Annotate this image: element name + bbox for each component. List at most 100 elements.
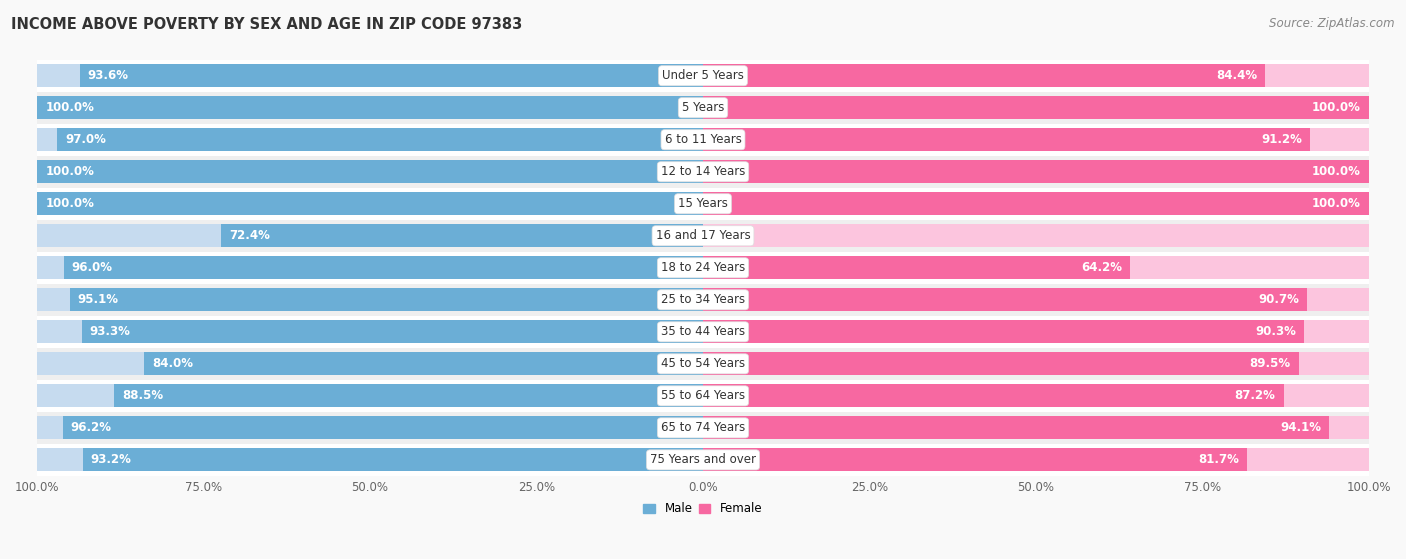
Bar: [37, 92, 1369, 124]
Bar: [703, 160, 1369, 183]
Bar: [37, 416, 703, 439]
Text: Under 5 Years: Under 5 Years: [662, 69, 744, 82]
Text: 6 to 11 Years: 6 to 11 Years: [665, 133, 741, 146]
Bar: [37, 188, 1369, 220]
Bar: [37, 252, 1369, 284]
Bar: [703, 288, 1369, 311]
Text: 96.2%: 96.2%: [70, 421, 111, 434]
Bar: [37, 220, 1369, 252]
Text: 65 to 74 Years: 65 to 74 Years: [661, 421, 745, 434]
Text: 5 Years: 5 Years: [682, 101, 724, 114]
Bar: [703, 448, 1369, 471]
Text: 97.0%: 97.0%: [65, 133, 105, 146]
Legend: Male, Female: Male, Female: [638, 498, 768, 520]
Bar: [37, 124, 1369, 156]
Text: 0.0%: 0.0%: [713, 229, 745, 242]
Bar: [37, 412, 1369, 444]
Bar: [80, 64, 703, 87]
Bar: [58, 128, 703, 151]
Bar: [37, 192, 703, 215]
Text: 81.7%: 81.7%: [1198, 453, 1239, 466]
Bar: [37, 380, 1369, 412]
Bar: [37, 348, 1369, 380]
Bar: [37, 60, 1369, 92]
Bar: [703, 96, 1369, 119]
Bar: [703, 416, 1330, 439]
Bar: [703, 352, 1299, 376]
Bar: [37, 128, 703, 151]
Text: 88.5%: 88.5%: [122, 390, 163, 402]
Text: 100.0%: 100.0%: [45, 101, 94, 114]
Bar: [703, 448, 1247, 471]
Bar: [37, 256, 703, 280]
Bar: [37, 444, 1369, 476]
Text: 84.0%: 84.0%: [152, 357, 193, 371]
Bar: [221, 224, 703, 247]
Text: 35 to 44 Years: 35 to 44 Years: [661, 325, 745, 338]
Text: 94.1%: 94.1%: [1281, 421, 1322, 434]
Bar: [63, 256, 703, 280]
Bar: [114, 385, 703, 408]
Bar: [703, 64, 1369, 87]
Bar: [37, 64, 703, 87]
Text: 93.2%: 93.2%: [90, 453, 131, 466]
Bar: [703, 288, 1306, 311]
Bar: [37, 284, 1369, 316]
Text: 89.5%: 89.5%: [1250, 357, 1291, 371]
Bar: [703, 256, 1369, 280]
Text: 64.2%: 64.2%: [1081, 261, 1122, 274]
Text: 16 and 17 Years: 16 and 17 Years: [655, 229, 751, 242]
Bar: [703, 224, 1369, 247]
Bar: [37, 320, 703, 343]
Text: 93.6%: 93.6%: [87, 69, 129, 82]
Text: 100.0%: 100.0%: [1312, 101, 1361, 114]
Bar: [37, 96, 703, 119]
Bar: [703, 385, 1369, 408]
Bar: [62, 416, 703, 439]
Bar: [37, 224, 703, 247]
Bar: [70, 288, 703, 311]
Text: 18 to 24 Years: 18 to 24 Years: [661, 261, 745, 274]
Text: 87.2%: 87.2%: [1234, 390, 1275, 402]
Bar: [703, 416, 1369, 439]
Bar: [703, 128, 1310, 151]
Text: 55 to 64 Years: 55 to 64 Years: [661, 390, 745, 402]
Bar: [143, 352, 703, 376]
Bar: [82, 320, 703, 343]
Text: 25 to 34 Years: 25 to 34 Years: [661, 293, 745, 306]
Text: 100.0%: 100.0%: [45, 197, 94, 210]
Bar: [37, 160, 703, 183]
Bar: [703, 128, 1369, 151]
Text: 91.2%: 91.2%: [1261, 133, 1302, 146]
Text: 96.0%: 96.0%: [72, 261, 112, 274]
Bar: [703, 160, 1369, 183]
Bar: [83, 448, 703, 471]
Bar: [37, 96, 703, 119]
Text: 45 to 54 Years: 45 to 54 Years: [661, 357, 745, 371]
Bar: [703, 192, 1369, 215]
Text: 90.3%: 90.3%: [1256, 325, 1296, 338]
Bar: [703, 385, 1284, 408]
Bar: [703, 256, 1130, 280]
Bar: [703, 64, 1265, 87]
Bar: [703, 320, 1305, 343]
Bar: [37, 448, 703, 471]
Bar: [703, 352, 1369, 376]
Text: 84.4%: 84.4%: [1216, 69, 1257, 82]
Text: 93.3%: 93.3%: [90, 325, 131, 338]
Bar: [37, 288, 703, 311]
Bar: [37, 156, 1369, 188]
Text: 95.1%: 95.1%: [77, 293, 120, 306]
Text: Source: ZipAtlas.com: Source: ZipAtlas.com: [1270, 17, 1395, 30]
Bar: [37, 385, 703, 408]
Bar: [703, 192, 1369, 215]
Text: 100.0%: 100.0%: [1312, 197, 1361, 210]
Text: 100.0%: 100.0%: [1312, 165, 1361, 178]
Text: 75 Years and over: 75 Years and over: [650, 453, 756, 466]
Bar: [703, 96, 1369, 119]
Text: INCOME ABOVE POVERTY BY SEX AND AGE IN ZIP CODE 97383: INCOME ABOVE POVERTY BY SEX AND AGE IN Z…: [11, 17, 523, 32]
Text: 12 to 14 Years: 12 to 14 Years: [661, 165, 745, 178]
Bar: [37, 316, 1369, 348]
Bar: [703, 320, 1369, 343]
Bar: [37, 192, 703, 215]
